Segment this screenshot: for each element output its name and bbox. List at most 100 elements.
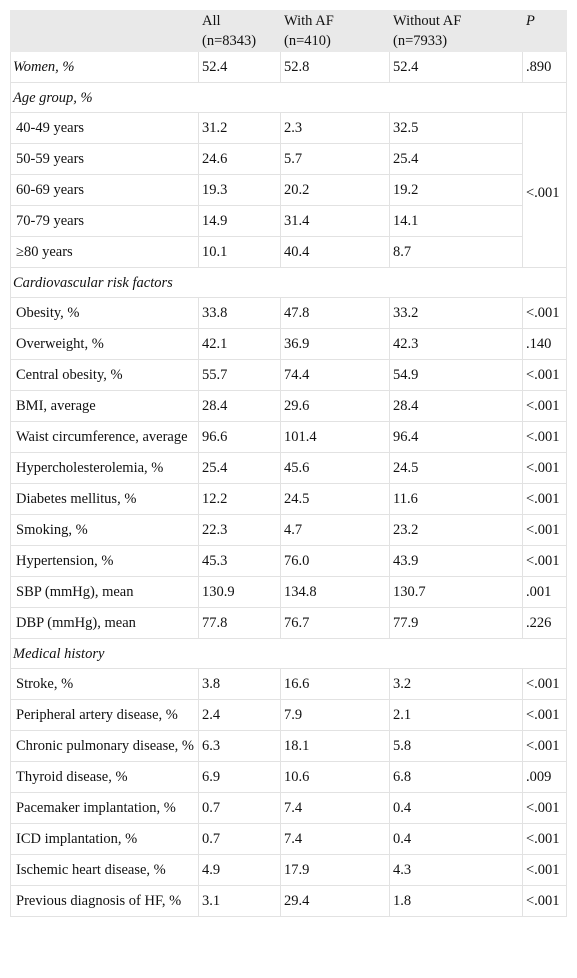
table-row: Ischemic heart disease, % 4.9 17.9 4.3 <.001 (10, 854, 567, 886)
cell: 4.3 (389, 854, 523, 886)
header-cell (10, 10, 199, 52)
cell: 96.4 (389, 421, 523, 453)
column-label: Without AF (393, 13, 462, 29)
table-row: Previous diagnosis of HF, % 3.1 29.4 1.8 <.0… (10, 885, 567, 917)
cell: <.001 (522, 297, 567, 329)
cell: <.001 (522, 792, 567, 824)
cell: 3.2 (389, 668, 523, 700)
cell: 0.4 (389, 792, 523, 824)
cell: 10.1 (198, 236, 281, 268)
row-label: Hypercholesterolemia, % (10, 452, 199, 484)
table-row: Thyroid disease, % 6.9 10.6 6.8.009 (10, 761, 567, 793)
row-label: ICD implantation, % (10, 823, 199, 855)
cell: 7.4 (280, 823, 390, 855)
data-table: All (n=8343) With AF (n=410) Without AF (n=79… (10, 10, 567, 917)
cell: <.001 (522, 390, 567, 422)
section-title: Cardiovascular risk factors (10, 267, 567, 298)
cell: 7.4 (280, 792, 390, 824)
row-label: Hypertension, % (10, 545, 199, 577)
cell: <.001 (522, 483, 567, 515)
table-row: 50-59 years 24.6 5.7 25.4 (10, 143, 567, 175)
cell: <.001 (522, 359, 567, 391)
cell: 77.9 (389, 607, 523, 639)
row-label: 40-49 years (10, 112, 199, 144)
row-label: Previous diagnosis of HF, % (10, 885, 199, 917)
cell: 32.5 (389, 112, 523, 144)
cell: 45.3 (198, 545, 281, 577)
table-row: BMI, average 28.4 29.6 28.4 <.001 (10, 390, 567, 422)
header-cell: P (522, 10, 567, 52)
row-label: ≥80 years (10, 236, 199, 268)
cell: 76.7 (280, 607, 390, 639)
table-row: Overweight, % 42.1 36.9 42.3.140 (10, 328, 567, 360)
cell: <.001 (522, 699, 567, 731)
row-label: 60-69 years (10, 174, 199, 206)
row-label: Overweight, % (10, 328, 199, 360)
cell: .140 (522, 328, 567, 360)
row-label: Waist circumference, average (10, 421, 199, 453)
row-label: Women, % (10, 51, 199, 83)
cell: 52.8 (280, 51, 390, 83)
table-row: 70-79 years 14.9 31.4 14.1 (10, 205, 567, 237)
cell: 11.6 (389, 483, 523, 515)
cell: 4.9 (198, 854, 281, 886)
cell: 36.9 (280, 328, 390, 360)
table-row: Waist circumference, average 96.6 101.4 96.… (10, 421, 567, 453)
cell: 24.5 (389, 452, 523, 484)
cell: 5.7 (280, 143, 390, 175)
column-label: With AF (284, 13, 334, 29)
cell: 74.4 (280, 359, 390, 391)
cell: 2.4 (198, 699, 281, 731)
cell: 4.7 (280, 514, 390, 546)
cell: 18.1 (280, 730, 390, 762)
cell: 96.6 (198, 421, 281, 453)
table-row: Chronic pulmonary disease, % 6.3 18.1 5.8 <.… (10, 730, 567, 762)
cell: 6.3 (198, 730, 281, 762)
row-label: 70-79 years (10, 205, 199, 237)
table-row: Central obesity, % 55.7 74.4 54.9 <.001 (10, 359, 567, 391)
cell: 101.4 (280, 421, 390, 453)
table-row: SBP (mmHg), mean 130.9 134.8 130.7.001 (10, 576, 567, 608)
row-label: BMI, average (10, 390, 199, 422)
cell: <.001 (522, 854, 567, 886)
cell: 42.1 (198, 328, 281, 360)
cell: <.001 (522, 514, 567, 546)
table-row: Smoking, % 22.3 4.7 23.2 <.001 (10, 514, 567, 546)
row-label: Central obesity, % (10, 359, 199, 391)
row-label: Smoking, % (10, 514, 199, 546)
cell: <.001 (522, 823, 567, 855)
cell: 3.8 (198, 668, 281, 700)
section-title: Medical history (10, 638, 567, 669)
table-row: Pacemaker implantation, % 0.7 7.4 0.4 <.001 (10, 792, 567, 824)
cell: 47.8 (280, 297, 390, 329)
cell: 0.7 (198, 823, 281, 855)
cell: 10.6 (280, 761, 390, 793)
cell: <.001 (522, 421, 567, 453)
cell: 33.8 (198, 297, 281, 329)
row-label: Chronic pulmonary disease, % (10, 730, 199, 762)
row-label: Thyroid disease, % (10, 761, 199, 793)
table-row: ICD implantation, % 0.7 7.4 0.4 <.001 (10, 823, 567, 855)
header-row: All (n=8343) With AF (n=410) Without AF (n=79… (10, 10, 567, 52)
table-row: DBP (mmHg), mean 77.8 76.7 77.9.226 (10, 607, 567, 639)
row-label: DBP (mmHg), mean (10, 607, 199, 639)
cell: 130.9 (198, 576, 281, 608)
column-n: (n=8343) (202, 33, 257, 49)
header-cell: With AF (n=410) (280, 10, 390, 52)
cell: 24.5 (280, 483, 390, 515)
table-row: ≥80 years 10.1 40.4 8.7 (10, 236, 567, 268)
cell: 1.8 (389, 885, 523, 917)
cell: 2.1 (389, 699, 523, 731)
cell: 20.2 (280, 174, 390, 206)
cell: 52.4 (389, 51, 523, 83)
cell: 6.8 (389, 761, 523, 793)
table-row: 40-49 years 31.2 2.3 32.5 <.001 (10, 112, 567, 268)
cell: 31.2 (198, 112, 281, 144)
cell: 54.9 (389, 359, 523, 391)
column-n: (n=410) (284, 33, 331, 49)
cell: 16.6 (280, 668, 390, 700)
cell: 40.4 (280, 236, 390, 268)
row-label: Stroke, % (10, 668, 199, 700)
table-row: Diabetes mellitus, % 12.2 24.5 11.6 <.001 (10, 483, 567, 515)
cell: 28.4 (389, 390, 523, 422)
